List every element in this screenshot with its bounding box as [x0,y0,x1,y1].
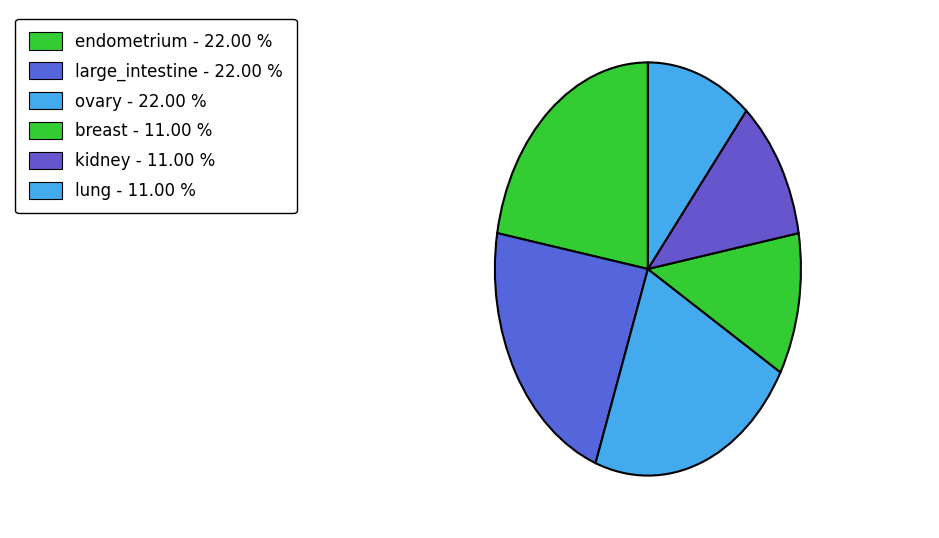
Wedge shape [648,62,747,269]
Wedge shape [495,233,648,463]
Wedge shape [498,62,648,269]
Wedge shape [648,233,801,372]
Legend: endometrium - 22.00 %, large_intestine - 22.00 %, ovary - 22.00 %, breast - 11.0: endometrium - 22.00 %, large_intestine -… [15,19,297,214]
Wedge shape [595,269,780,476]
Wedge shape [648,111,798,269]
